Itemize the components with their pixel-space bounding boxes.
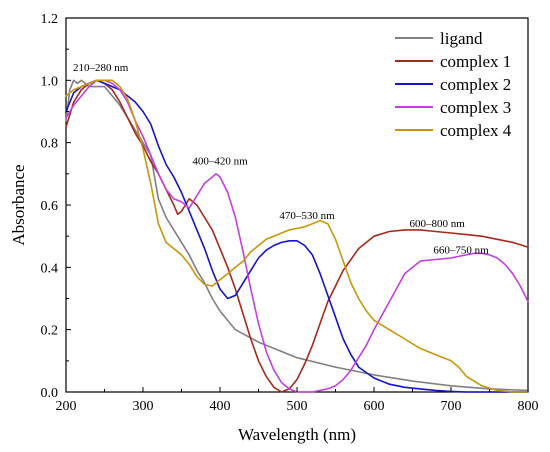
y-tick-label: 1.2 <box>41 12 59 27</box>
x-tick-label: 800 <box>518 399 539 414</box>
annotation-label: 660–750 nm <box>433 244 489 256</box>
legend-label: complex 1 <box>440 52 511 71</box>
series-line-complex-4 <box>65 79 529 393</box>
annotation-label: 600–800 nm <box>409 218 465 230</box>
annotation-label: 400–420 nm <box>192 155 248 167</box>
x-tick-label: 400 <box>210 399 231 414</box>
legend-label: complex 4 <box>440 121 512 140</box>
annotations: 210–280 nm 400–420 nm 470–530 nm 600–800 nm… <box>73 62 489 256</box>
x-axis-title: Wavelength (nm) <box>238 425 356 444</box>
x-axis-ticks: 200 300 400 500 600 700 800 <box>56 387 539 414</box>
y-axis-ticks: 0.0 0.2 0.4 0.6 0.8 1.0 1.2 <box>41 12 71 401</box>
legend-label: complex 3 <box>440 98 511 117</box>
y-tick-label: 0.2 <box>41 324 59 339</box>
legend-label: ligand <box>440 29 483 48</box>
x-tick-label: 600 <box>364 399 385 414</box>
series-line-complex-1 <box>65 79 529 393</box>
legend: ligand complex 1 complex 2 complex 3 complex… <box>395 29 512 140</box>
x-tick-label: 500 <box>287 399 308 414</box>
y-axis-title: Absorbance <box>9 164 28 245</box>
x-tick-label: 300 <box>133 399 154 414</box>
y-tick-label: 0.4 <box>41 261 59 276</box>
y-tick-label: 0.8 <box>41 137 59 152</box>
annotation-label: 210–280 nm <box>73 62 129 74</box>
x-tick-label: 200 <box>56 399 77 414</box>
series-line-complex-3 <box>65 79 529 393</box>
annotation-label: 470–530 nm <box>279 210 335 222</box>
series-line-complex-2 <box>65 79 529 393</box>
x-tick-label: 700 <box>441 399 462 414</box>
legend-label: complex 2 <box>440 75 511 94</box>
y-tick-label: 1.0 <box>41 74 59 89</box>
series-layer <box>65 79 529 393</box>
y-tick-label: 0.6 <box>41 199 59 214</box>
y-tick-label: 0.0 <box>41 386 59 401</box>
